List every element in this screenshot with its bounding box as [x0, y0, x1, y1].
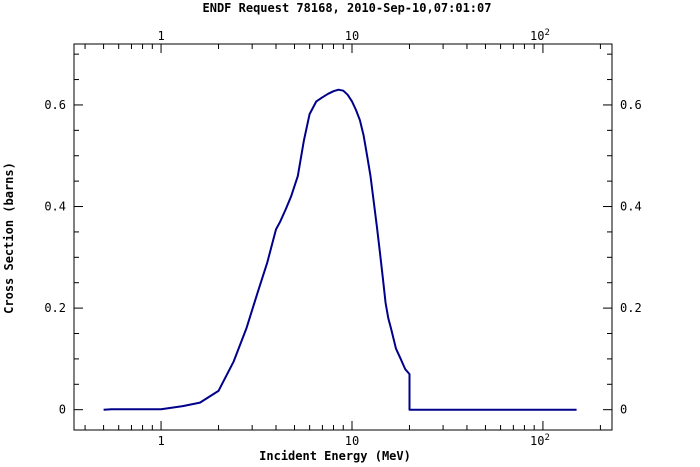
- x-tick-label-bottom: 1: [157, 434, 164, 448]
- x-tick-label-bottom: 10: [345, 434, 359, 448]
- y-tick-label-right: 0: [620, 403, 627, 417]
- y-axis-label: Cross Section (barns): [2, 162, 16, 314]
- y-tick-label-left: 0: [59, 403, 66, 417]
- x-axis-label: Incident Energy (MeV): [259, 449, 411, 463]
- y-tick-label-left: 0.4: [44, 200, 66, 214]
- y-tick-label-left: 0.2: [44, 301, 66, 315]
- y-tick-label-left: 0.6: [44, 98, 66, 112]
- x-tick-label-bottom: 102: [530, 433, 550, 448]
- plot-frame: [73, 43, 613, 431]
- axis-ticks: [74, 44, 612, 430]
- x-tick-label-top: 10: [345, 29, 359, 43]
- x-tick-label-top: 102: [530, 28, 550, 43]
- y-tick-label-right: 0.2: [620, 301, 642, 315]
- x-tick-label-top: 1: [157, 29, 164, 43]
- y-tick-label-right: 0.6: [620, 98, 642, 112]
- y-tick-label-right: 0.4: [620, 200, 642, 214]
- series-line-0: [103, 88, 577, 411]
- chart-title: ENDF Request 78168, 2010-Sep-10,07:01:07: [203, 1, 492, 15]
